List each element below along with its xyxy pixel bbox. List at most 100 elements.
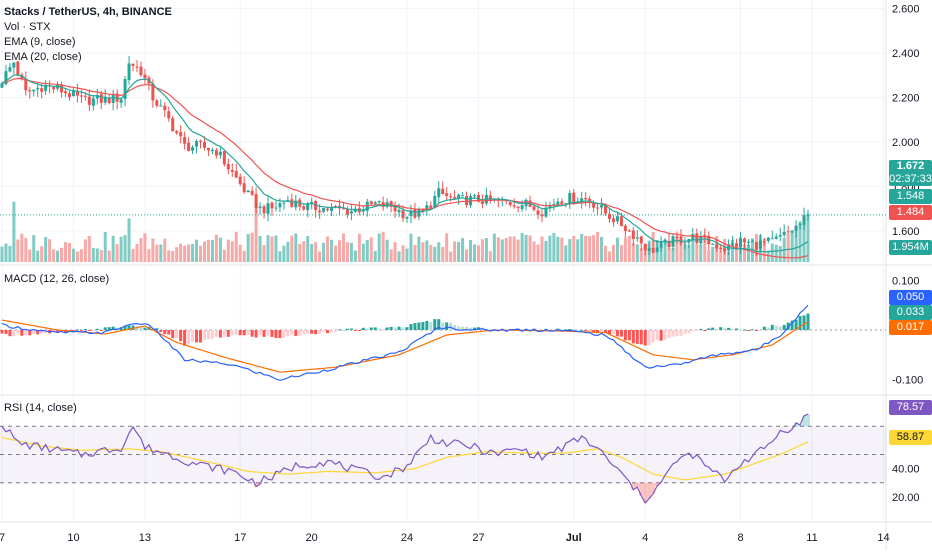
time-tick-label: 7: [0, 532, 5, 544]
candle-body: [556, 201, 560, 205]
candle-body: [627, 230, 631, 232]
rsi-ma-line: [1, 436, 809, 481]
candle-body: [365, 201, 369, 211]
volume-bar: [536, 244, 540, 262]
macd-histogram-bar: [735, 328, 739, 330]
candle-body: [123, 79, 127, 100]
candle-body: [647, 247, 651, 251]
candle-body: [774, 236, 778, 239]
volume-bar: [143, 233, 147, 262]
candle-body: [218, 151, 222, 156]
volume-bar: [302, 241, 306, 262]
volume-bar: [115, 244, 119, 262]
volume-bar: [314, 242, 318, 262]
volume-bar: [337, 240, 341, 262]
candle-body: [683, 242, 687, 244]
macd-histogram-bar: [441, 322, 445, 330]
candle-body: [441, 188, 445, 194]
volume-bar: [596, 231, 600, 262]
volume-bar: [433, 246, 437, 262]
candle-body: [44, 85, 48, 91]
volume-bar: [159, 244, 163, 262]
macd-histogram-bar: [707, 328, 711, 330]
volume-bar: [250, 232, 254, 262]
volume-bar: [246, 233, 250, 262]
candle-body: [139, 66, 143, 76]
macd-histogram-bar: [349, 328, 353, 330]
candle-body: [270, 202, 274, 209]
volume-bar: [441, 246, 445, 262]
candle-body: [171, 118, 175, 132]
macd-histogram-bar: [611, 330, 615, 334]
macd-histogram-bar: [71, 330, 75, 331]
macd-histogram-bar: [345, 328, 349, 330]
candle-body: [731, 243, 735, 245]
macd-histogram-bar: [16, 330, 20, 334]
volume-bar: [75, 251, 79, 262]
ema20-legend[interactable]: EMA (20, close): [4, 51, 82, 63]
volume-bar: [294, 233, 298, 262]
rsi-oversold-fill: [655, 482, 660, 486]
candle-body: [794, 225, 798, 231]
rsi-legend[interactable]: RSI (14, close): [4, 401, 77, 416]
candle-body: [64, 91, 68, 94]
ema9-legend[interactable]: EMA (9, close): [4, 36, 76, 48]
macd-legend[interactable]: MACD (12, 26, close): [4, 272, 109, 287]
candle-body: [691, 234, 695, 239]
macd-histogram-bar: [766, 327, 770, 330]
macd-histogram-bar: [600, 330, 604, 332]
candle-body: [596, 207, 600, 209]
candle-body: [735, 243, 739, 247]
volume-bar: [183, 245, 187, 262]
volume-bar: [742, 244, 746, 262]
time-tick-label: 13: [139, 532, 151, 544]
macd-histogram-bar: [298, 330, 302, 336]
volume-legend[interactable]: Vol · STX: [4, 21, 51, 33]
macd-histogram-bar: [75, 329, 79, 331]
volume-bar: [202, 241, 206, 262]
macd-histogram-bar: [99, 330, 103, 331]
volume-bar: [778, 245, 782, 262]
candle-body: [179, 132, 183, 137]
price-value: 1.672: [896, 160, 925, 172]
macd-histogram-bar: [465, 326, 469, 330]
macd-histogram-bar: [627, 330, 631, 341]
volume-bar: [437, 242, 441, 262]
candle-body: [167, 111, 171, 119]
volume-bar: [238, 244, 242, 262]
time-tick-label: 14: [877, 532, 889, 544]
volume-bar: [516, 239, 520, 262]
volume-bar: [707, 250, 711, 262]
volume-bar: [691, 234, 695, 262]
volume-bar: [635, 244, 639, 262]
candle-body: [472, 195, 476, 197]
volume-bar: [611, 244, 615, 262]
volume-bar: [600, 236, 604, 262]
volume-bar: [393, 242, 397, 262]
candle-body: [540, 214, 544, 217]
time-tick-label: 10: [67, 532, 79, 544]
volume-bar: [496, 237, 500, 262]
volume-bar: [135, 244, 139, 262]
volume-bar: [330, 239, 334, 262]
volume-bar: [151, 238, 155, 262]
macd-histogram-bar: [40, 330, 44, 334]
candle-body: [226, 163, 230, 170]
candle-body: [191, 147, 195, 151]
macd-histogram-bar: [302, 330, 306, 335]
volume-bar: [44, 237, 48, 262]
macd-histogram-bar: [183, 330, 187, 346]
macd-histogram-bar: [199, 330, 203, 343]
volume-bar: [683, 244, 687, 262]
macd-histogram-bar: [290, 330, 294, 335]
symbol-title[interactable]: Stacks / TetherUS, 4h, BINANCE: [4, 6, 172, 18]
macd-histogram-bar: [322, 330, 326, 332]
candle-body: [28, 90, 32, 92]
candle-body: [56, 84, 60, 89]
candle-body: [786, 231, 790, 233]
macd-histogram-bar: [83, 329, 87, 331]
volume-bar: [195, 239, 199, 262]
candle-body: [314, 201, 318, 211]
